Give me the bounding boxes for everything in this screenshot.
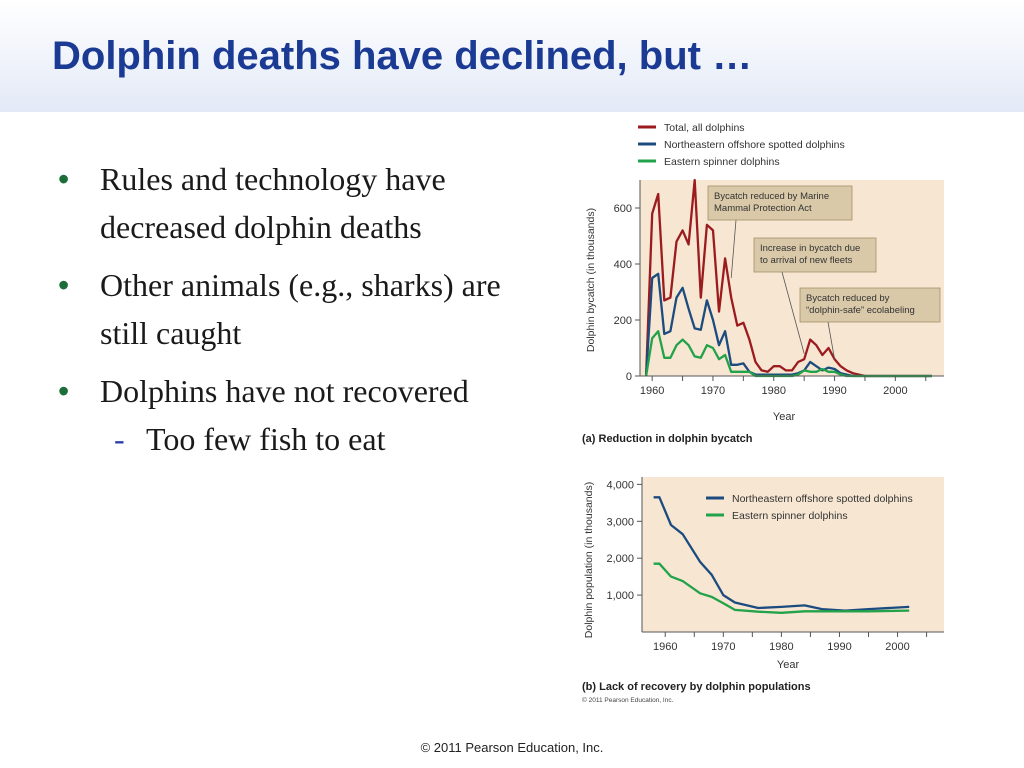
annotation-text-2: Increase in bycatch due [760,243,860,254]
chart-a-series-group [644,178,932,378]
x-tick-label: 1970 [701,385,725,397]
annotation-text-2: to arrival of new fleets [760,255,853,266]
sub-bullet-dash-icon: - [114,421,125,457]
bullet-list: • Rules and technology have decreased do… [58,155,518,463]
annotation-leader-1 [730,219,737,279]
slide-title: Dolphin deaths have declined, but … [52,34,753,78]
bullet-item: • Other animals (e.g., sharks) are still… [58,261,518,357]
chart-b-ylabel: Dolphin population (in thousands) [583,482,595,638]
chart-b-series-group [653,496,910,614]
bullet-dot-icon: • [58,161,70,197]
figure: Total, all dolphins Northeastern offshore… [582,122,944,704]
annotation-text-3: Bycatch reduced by [806,293,890,304]
legend-label-2: Northeastern offshore spotted dolphins [664,139,845,151]
x-tick-label: 2000 [883,385,907,397]
chart-b-caption: (b) Lack of recovery by dolphin populati… [582,681,811,693]
footer-copyright: © 2011 Pearson Education, Inc. [420,740,604,755]
y-tick-label: 1,000 [606,590,634,602]
bullet-text: Dolphins have not recovered [100,373,469,409]
series-line-2 [653,562,910,614]
bullet-item: • Rules and technology have decreased do… [58,155,518,251]
annotation-box-1 [707,185,853,221]
legend-label-1: Total, all dolphins [664,122,745,134]
bullet-dot-icon: • [58,267,70,303]
chart-a-ylabel: Dolphin bycatch (in thousands) [585,208,597,352]
sub-bullet-text: Too few fish to eat [146,421,386,457]
annotation-box-2 [753,237,877,273]
y-tick-label: 4,000 [606,479,634,491]
x-tick-label: 1990 [827,641,851,653]
series-line-3 [644,330,932,378]
sub-bullet-item: - Too few fish to eat [58,415,518,463]
annotation-box-3 [799,287,941,323]
x-tick-label: 1960 [640,385,664,397]
y-tick-label: 600 [614,203,632,215]
chart-b-axes: 1,000 2,000 3,000 4,000 1960 1970 1980 1990 2000 [606,477,944,653]
y-tick-label: 3,000 [606,516,634,528]
chart-a-axes: 0 200 400 600 1960 1970 1980 1990 2000 [614,180,944,397]
chart-b-xlabel: Year [777,659,800,671]
bullet-item: • Dolphins have not recovered [58,367,518,415]
series-line-1 [644,178,932,378]
y-tick-label: 2,000 [606,553,634,565]
figure-copyright: © 2011 Pearson Education, Inc. [582,696,674,704]
bullet-text: Other animals (e.g., sharks) are still c… [100,267,501,351]
x-tick-label: 1970 [711,641,735,653]
chart-a-legend: Total, all dolphins Northeastern offshore… [638,122,845,168]
x-tick-label: 1960 [653,641,677,653]
y-tick-label: 400 [614,259,632,271]
bullet-dot-icon: • [58,373,70,409]
annotation-text-3: “dolphin-safe” ecolabeling [806,305,915,316]
legend-label-3: Eastern spinner dolphins [664,156,780,168]
chart-b-population: Northeastern offshore spotted dolphins Ea… [582,477,944,704]
annotation-text-1: Mammal Protection Act [714,203,812,214]
y-tick-label: 200 [614,315,632,327]
y-tick-label: 0 [626,371,632,383]
x-tick-label: 1980 [769,641,793,653]
x-tick-label: 1990 [822,385,846,397]
x-tick-label: 1980 [762,385,786,397]
legend-label-1: Northeastern offshore spotted dolphins [732,493,913,505]
chart-a-xlabel: Year [773,411,796,423]
chart-b-legend: Northeastern offshore spotted dolphins Ea… [706,493,913,522]
series-line-2 [644,272,932,378]
chart-a-caption: (a) Reduction in dolphin bycatch [582,433,753,445]
legend-label-2: Eastern spinner dolphins [732,510,848,522]
x-tick-label: 2000 [885,641,909,653]
annotation-leader-3 [827,321,835,360]
annotation-text-1: Bycatch reduced by Marine [714,191,829,202]
title-bar [0,0,1024,112]
bullet-text: Rules and technology have decreased dolp… [100,161,446,245]
series-line-1 [653,496,910,612]
annotation-leader-2 [781,271,805,354]
chart-a-bycatch: Total, all dolphins Northeastern offshore… [582,122,944,445]
